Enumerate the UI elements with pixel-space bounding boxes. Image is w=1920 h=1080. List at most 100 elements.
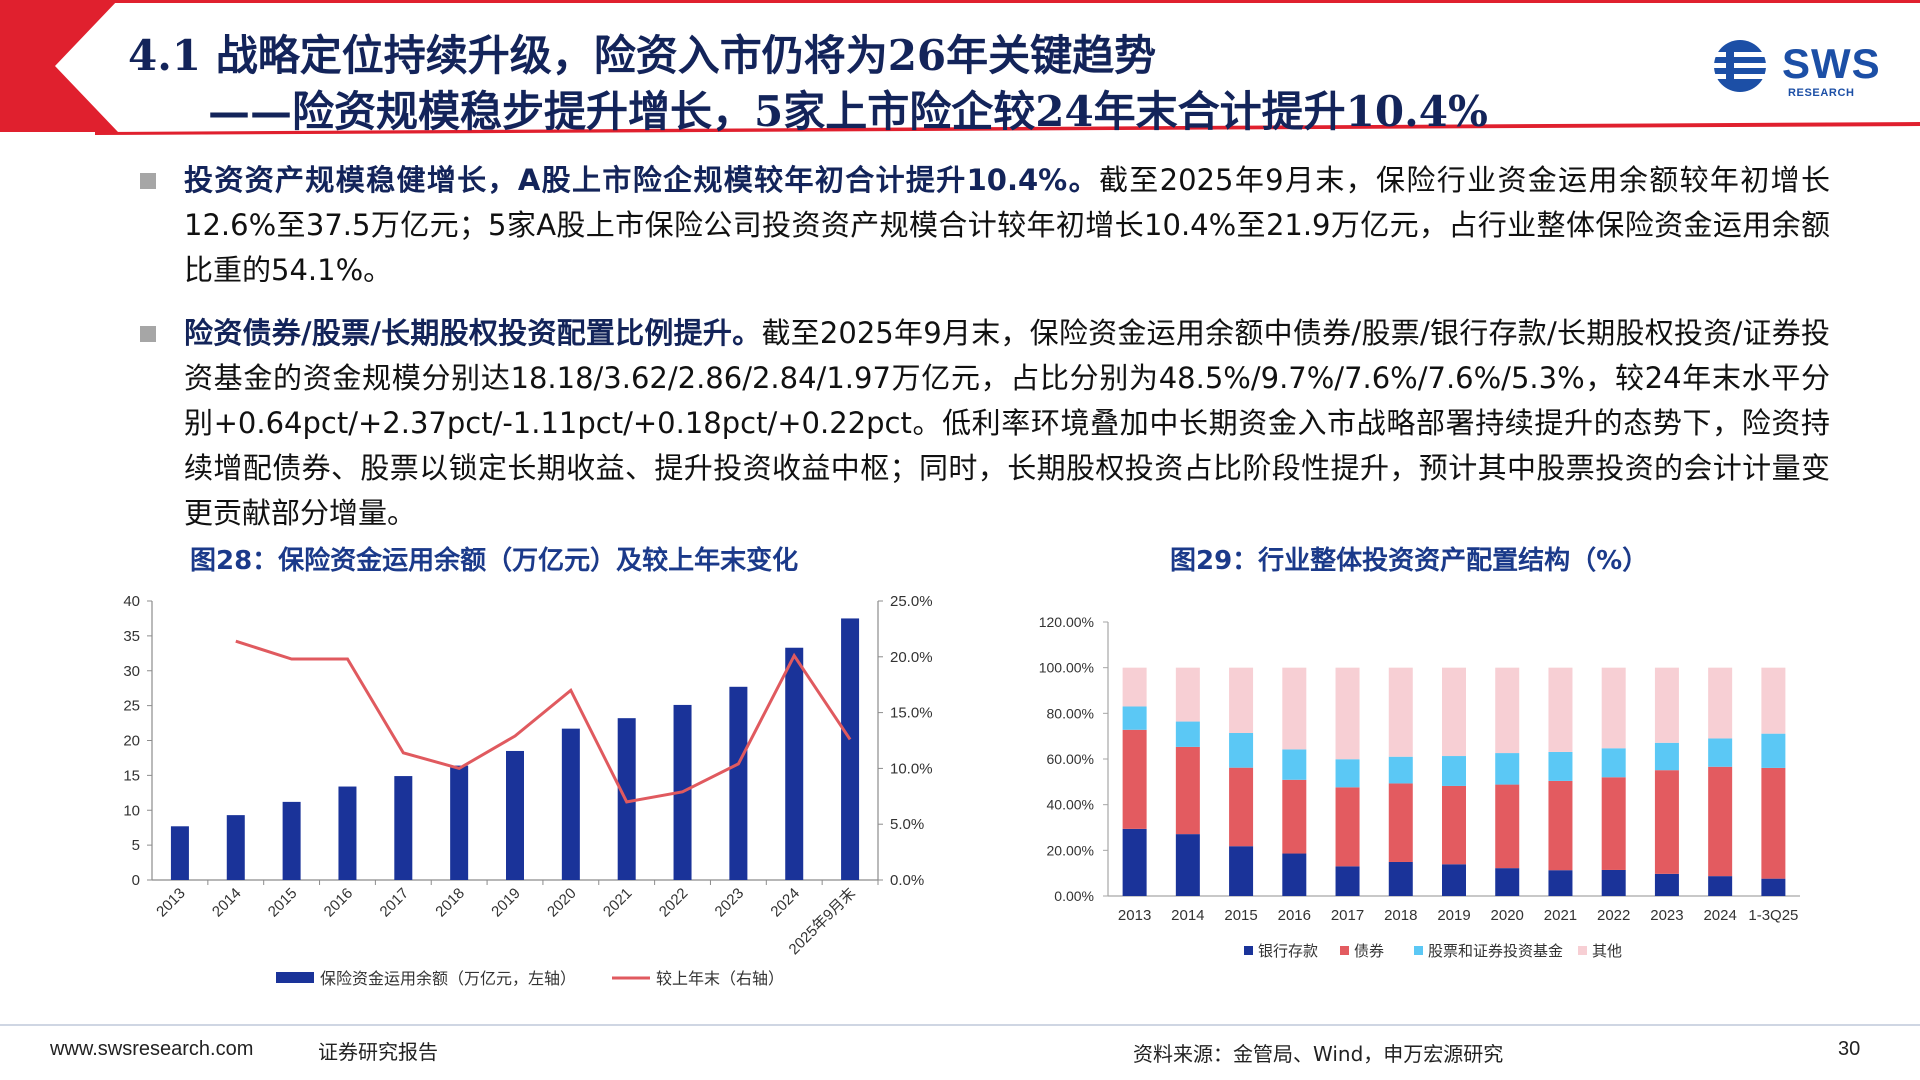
logo-text: SWS bbox=[1782, 40, 1881, 87]
stacked-bar-segment bbox=[1388, 756, 1413, 784]
stacked-bar-segment bbox=[1708, 738, 1733, 767]
bar-fund-balance bbox=[282, 801, 301, 880]
y-right-tick-label: 20.0% bbox=[890, 649, 933, 666]
legend-label: 债券 bbox=[1354, 943, 1384, 960]
y-tick-label: 100.00% bbox=[1039, 660, 1094, 676]
legend-label-bar: 保险资金运用余额（万亿元，左轴） bbox=[320, 969, 576, 988]
stacked-bar-segment bbox=[1388, 783, 1413, 862]
y-left-tick-label: 40 bbox=[123, 593, 140, 610]
stacked-bar-segment bbox=[1601, 777, 1626, 870]
stacked-bar-segment bbox=[1442, 756, 1466, 786]
y-right-tick-label: 15.0% bbox=[890, 705, 933, 722]
bar-fund-balance bbox=[841, 618, 860, 880]
footer-page-number: 30 bbox=[1838, 1038, 1861, 1060]
x-tick-label: 2024 bbox=[1703, 907, 1736, 924]
bar-fund-balance bbox=[785, 647, 804, 880]
stacked-bar-segment bbox=[1548, 780, 1573, 871]
y-left-tick-label: 35 bbox=[123, 628, 140, 645]
stacked-bar-segment bbox=[1654, 667, 1679, 743]
stacked-bar-segment bbox=[1175, 746, 1200, 835]
x-tick-label: 2017 bbox=[1331, 907, 1364, 924]
stacked-bar-segment bbox=[1388, 667, 1413, 757]
y-tick-label: 60.00% bbox=[1047, 751, 1094, 767]
y-right-tick-label: 10.0% bbox=[890, 760, 933, 777]
header-background bbox=[0, 0, 1920, 135]
y-left-tick-label: 30 bbox=[123, 663, 140, 680]
chart-asset-allocation-structure: 0.00% 20.00% 40.00% 60.00% 80.00% 100.00% 120.… bbox=[1039, 614, 1800, 960]
stacked-bar-segment bbox=[1335, 866, 1360, 896]
bar-fund-balance bbox=[561, 728, 580, 880]
stacked-bar-segment bbox=[1175, 721, 1200, 747]
stacked-bar-segment bbox=[1654, 742, 1679, 771]
stacked-bar-segment bbox=[1708, 667, 1733, 739]
legend-label: 股票和证券投资基金 bbox=[1428, 943, 1563, 960]
x-tick-label: 2016 bbox=[1278, 907, 1311, 924]
footer-website-link[interactable]: www.swsresearch.com bbox=[50, 1038, 254, 1060]
stacked-bar-segment bbox=[1335, 759, 1360, 788]
bar-fund-balance bbox=[450, 765, 469, 880]
y-left-tick-label: 10 bbox=[123, 802, 140, 819]
x-tick-label: 2019 bbox=[1437, 907, 1470, 924]
stacked-bar-segment bbox=[1229, 732, 1254, 768]
bar-fund-balance bbox=[394, 776, 413, 880]
stacked-bar-segment bbox=[1122, 828, 1147, 896]
stacked-bar-segment bbox=[1282, 667, 1307, 750]
legend-swatch bbox=[1340, 946, 1349, 955]
stacked-bar-segment bbox=[1442, 667, 1466, 757]
stacked-bar-segment bbox=[1122, 667, 1147, 707]
stacked-bar-segment bbox=[1548, 667, 1573, 752]
y-tick-label: 80.00% bbox=[1047, 705, 1094, 721]
page-title-line2: ——险资规模稳步提升增长，5家上市险企较24年末合计提升10.4% bbox=[208, 87, 1488, 136]
legend-label: 银行存款 bbox=[1258, 943, 1318, 960]
stacked-bar-segment bbox=[1548, 751, 1573, 781]
stacked-bar-segment bbox=[1708, 876, 1733, 896]
y-tick-label: 120.00% bbox=[1039, 614, 1094, 630]
y-left-tick-label: 5 bbox=[132, 837, 140, 854]
y-left-tick-label: 25 bbox=[123, 698, 140, 715]
stacked-bar-segment bbox=[1654, 770, 1679, 874]
y-right-tick-label: 5.0% bbox=[890, 816, 924, 833]
bullet-item: 险资债券/股票/长期股权投资配置比例提升。截至2025年9月末，保险资金运用余额… bbox=[140, 311, 1830, 536]
bar-fund-balance bbox=[506, 750, 524, 880]
stacked-bar-segment bbox=[1388, 861, 1413, 896]
stacked-bar-segment bbox=[1335, 667, 1360, 760]
chart-insurance-fund-balance: 0 5 10 15 20 25 30 35 40 0.0% 5.0% 10.0% 15.0% 20.0% 2… bbox=[123, 593, 933, 988]
stacked-bar-segment bbox=[1601, 748, 1626, 778]
stacked-bar-segment bbox=[1708, 766, 1733, 877]
stacked-bar-segment bbox=[1601, 667, 1626, 749]
bar-fund-balance bbox=[226, 815, 245, 880]
stacked-bar-segment bbox=[1761, 878, 1786, 896]
stacked-bar-segment bbox=[1122, 706, 1147, 730]
stacked-bar-segment bbox=[1175, 834, 1200, 896]
stacked-bar-segment bbox=[1601, 869, 1626, 896]
legend-label: 其他 bbox=[1592, 943, 1622, 960]
stacked-bar-segment bbox=[1761, 767, 1786, 879]
stacked-bar-segment bbox=[1229, 667, 1254, 733]
stacked-bar-segment bbox=[1495, 753, 1520, 785]
x-tick-label: 2018 bbox=[1384, 907, 1417, 924]
bullet-item: 投资资产规模稳健增长，A股上市险企规模较年初合计提升10.4%。截至2025年9… bbox=[140, 158, 1830, 293]
line-yoy-change bbox=[235, 639, 852, 804]
stacked-bar-segment bbox=[1282, 749, 1307, 780]
bullet-square-icon bbox=[140, 173, 156, 189]
bar-fund-balance bbox=[338, 786, 357, 880]
bar-fund-balance bbox=[170, 826, 189, 880]
x-tick-label: 2014 bbox=[1171, 907, 1204, 924]
x-tick-label: 2020 bbox=[1491, 907, 1524, 924]
stacked-bar-segment bbox=[1282, 853, 1307, 896]
stacked-bar-segment bbox=[1122, 729, 1147, 829]
legend-swatch bbox=[1578, 946, 1587, 955]
legend-swatch-bar bbox=[276, 972, 314, 983]
y-right-tick-label: 25.0% bbox=[890, 593, 933, 610]
y-tick-label: 40.00% bbox=[1047, 797, 1094, 813]
bullet-body: 截至2025年9月末，保险行业资金运用余额较年初增长12.6%至37.5万亿元；… bbox=[184, 163, 1830, 287]
stacked-bar-segment bbox=[1495, 667, 1520, 754]
x-tick-label: 2022 bbox=[1597, 907, 1630, 924]
legend-swatch bbox=[1244, 946, 1253, 955]
stacked-bar-segment bbox=[1442, 864, 1466, 896]
x-tick-label: 2015 bbox=[1224, 907, 1257, 924]
sws-logo-icon bbox=[1714, 40, 1766, 92]
y-tick-label: 20.00% bbox=[1047, 842, 1094, 858]
stacked-bar-segment bbox=[1229, 846, 1254, 896]
stacked-bar-segment bbox=[1282, 779, 1307, 854]
